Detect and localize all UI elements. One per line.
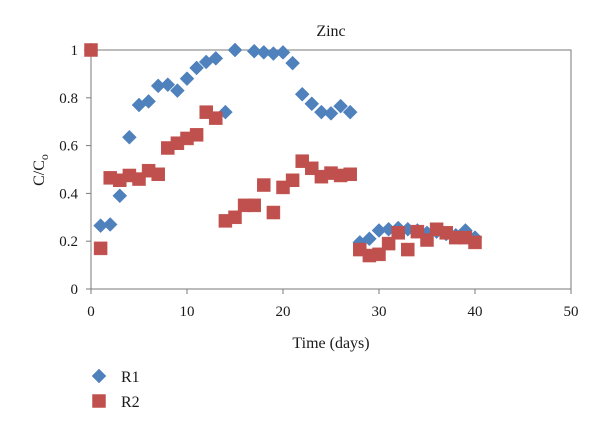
data-point-diamond (170, 83, 185, 98)
data-point-square (228, 210, 242, 225)
data-point-square (266, 205, 281, 220)
data-point-square (189, 128, 204, 142)
data-point-square (381, 236, 396, 251)
data-point-diamond (102, 217, 118, 232)
x-tick-label: 40 (468, 304, 483, 320)
y-tick-label: 0.2 (59, 234, 78, 250)
series-layer (83, 42, 483, 263)
data-point-diamond (256, 45, 272, 60)
data-point-square (247, 198, 261, 213)
data-point-square (209, 111, 223, 125)
x-axis-ticks: 0 10 20 30 40 50 (87, 289, 579, 320)
data-point-square (372, 247, 386, 262)
y-axis-title: C/Co (31, 154, 51, 186)
data-point-diamond (122, 129, 137, 145)
legend-label: R2 (121, 394, 140, 411)
data-point-square (93, 241, 108, 256)
data-point-diamond (342, 104, 358, 120)
data-point-diamond (227, 42, 243, 58)
y-tick-label: 0.4 (59, 186, 78, 202)
data-point-diamond (314, 104, 329, 120)
x-tick-label: 10 (180, 304, 195, 320)
y-axis-ticks: 0 0.2 0.4 0.6 0.8 1 (59, 43, 91, 298)
legend-marker (92, 394, 106, 408)
x-tick-label: 0 (87, 304, 95, 320)
data-point-square (420, 233, 434, 247)
data-point-diamond (285, 55, 300, 71)
data-point-diamond (179, 71, 195, 87)
data-point-diamond (362, 231, 377, 247)
y-tick-label: 0.8 (59, 91, 78, 107)
data-point-square (468, 235, 482, 250)
legend-marker (91, 368, 107, 384)
data-point-diamond (112, 188, 128, 204)
data-point-diamond (189, 60, 204, 76)
data-point-square (401, 242, 415, 257)
y-tick-label: 1 (71, 43, 79, 59)
data-point-diamond (208, 51, 224, 66)
data-point-diamond (323, 105, 339, 121)
y-tick-label: 0.6 (59, 139, 78, 155)
x-tick-label: 20 (276, 304, 291, 320)
data-point-diamond (333, 98, 348, 114)
legend-item: R2 (92, 394, 140, 411)
data-point-square (151, 167, 165, 182)
data-point-square (257, 178, 271, 192)
data-point-diamond (294, 86, 310, 102)
data-point-diamond (246, 43, 262, 59)
series-r2 (84, 43, 482, 263)
x-tick-label: 30 (372, 304, 387, 320)
x-axis-title: Time (days) (292, 335, 369, 352)
chart-title: Zinc (316, 23, 345, 40)
data-point-diamond (275, 45, 291, 60)
data-point-square (285, 173, 300, 188)
data-point-square (343, 167, 357, 182)
y-tick-label: 0 (71, 282, 79, 298)
legend-label: R1 (121, 369, 140, 386)
y-axis-title-main: C/C (31, 160, 48, 186)
y-axis-title-subscript: o (37, 154, 51, 160)
data-point-square (391, 226, 405, 240)
x-tick-label: 50 (564, 304, 579, 320)
data-point-diamond (304, 96, 320, 112)
legend-item: R1 (91, 368, 140, 386)
data-point-diamond (141, 94, 156, 109)
data-point-diamond (160, 77, 176, 93)
data-point-square (84, 43, 98, 57)
